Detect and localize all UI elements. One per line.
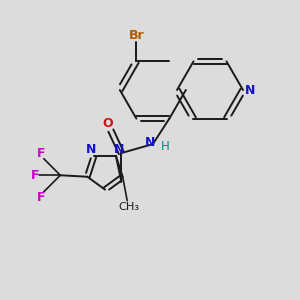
Text: N: N [145, 136, 156, 149]
Text: H: H [161, 140, 170, 153]
Text: Br: Br [128, 29, 144, 42]
Text: F: F [37, 147, 46, 160]
Text: F: F [31, 169, 39, 182]
Text: N: N [86, 143, 96, 157]
Text: CH₃: CH₃ [118, 202, 139, 212]
Text: F: F [37, 190, 46, 204]
Text: O: O [103, 118, 113, 130]
Text: N: N [114, 143, 124, 157]
Text: N: N [244, 83, 255, 97]
